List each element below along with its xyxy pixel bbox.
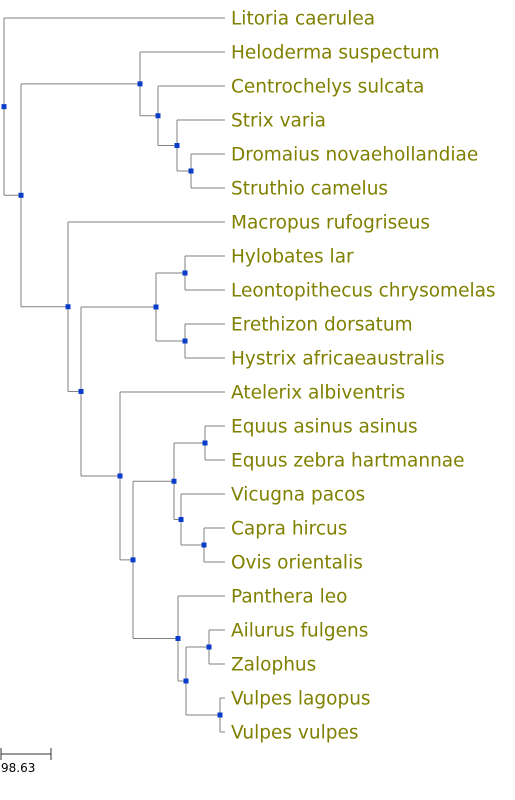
internal-node-marker: [178, 517, 184, 522]
leaf-label: Panthera leo: [231, 587, 347, 608]
leaf-label: Macropus rufogriseus: [231, 213, 430, 234]
internal-node-marker: [117, 473, 123, 479]
leaf-label: Leontopithecus chrysomelas: [231, 281, 496, 302]
leaf-label: Equus asinus asinus: [231, 417, 418, 438]
internal-node-marker: [182, 338, 188, 344]
internal-node-marker: [1, 104, 7, 110]
internal-node-marker: [153, 304, 159, 310]
internal-node-marker: [78, 388, 84, 394]
leaf-labels: Litoria caerulea Heloderma suspectum Centr…: [231, 9, 496, 744]
scale-bar: 98.63: [0, 748, 52, 775]
internal-node-marker: [65, 304, 71, 310]
internal-node-marker: [171, 478, 177, 484]
leaf-label: Struthio camelus: [231, 179, 388, 200]
tree-branches: [3, 17, 225, 733]
internal-node-marker: [201, 542, 207, 548]
leaf-label: Dromaius novaehollandiae: [231, 145, 478, 166]
leaf-label: Litoria caerulea: [231, 9, 375, 30]
leaf-label: Equus zebra hartmannae: [231, 451, 465, 472]
internal-node-marker: [130, 557, 136, 563]
internal-node-marker: [155, 113, 161, 119]
leaf-label: Vulpes vulpes: [231, 723, 359, 744]
tree-nodes: [1, 81, 223, 718]
leaf-label: Ovis orientalis: [231, 553, 363, 574]
leaf-label: Vulpes lagopus: [231, 689, 371, 710]
leaf-label: Strix varia: [231, 111, 326, 132]
internal-node-marker: [202, 440, 208, 446]
leaf-label: Heloderma suspectum: [231, 43, 440, 64]
scale-bar-label: 98.63: [1, 761, 35, 775]
leaf-label: Hystrix africaeaustralis: [231, 349, 445, 370]
internal-node-marker: [174, 143, 180, 148]
internal-node-marker: [217, 712, 223, 718]
internal-node-marker: [206, 644, 212, 650]
leaf-label: Atelerix albiventris: [231, 383, 405, 404]
leaf-label: Capra hircus: [231, 519, 347, 540]
internal-node-marker: [182, 270, 188, 276]
internal-node-marker: [188, 168, 194, 174]
internal-node-marker: [18, 192, 24, 198]
internal-node-marker: [175, 636, 181, 641]
leaf-label: Zalophus: [231, 655, 316, 676]
leaf-label: Centrochelys sulcata: [231, 77, 424, 98]
leaf-label: Hylobates lar: [231, 247, 354, 268]
internal-node-marker: [137, 81, 143, 87]
leaf-label: Ailurus fulgens: [231, 621, 368, 642]
leaf-label: Vicugna pacos: [231, 485, 365, 506]
internal-node-marker: [183, 678, 189, 684]
leaf-label: Erethizon dorsatum: [231, 315, 413, 336]
